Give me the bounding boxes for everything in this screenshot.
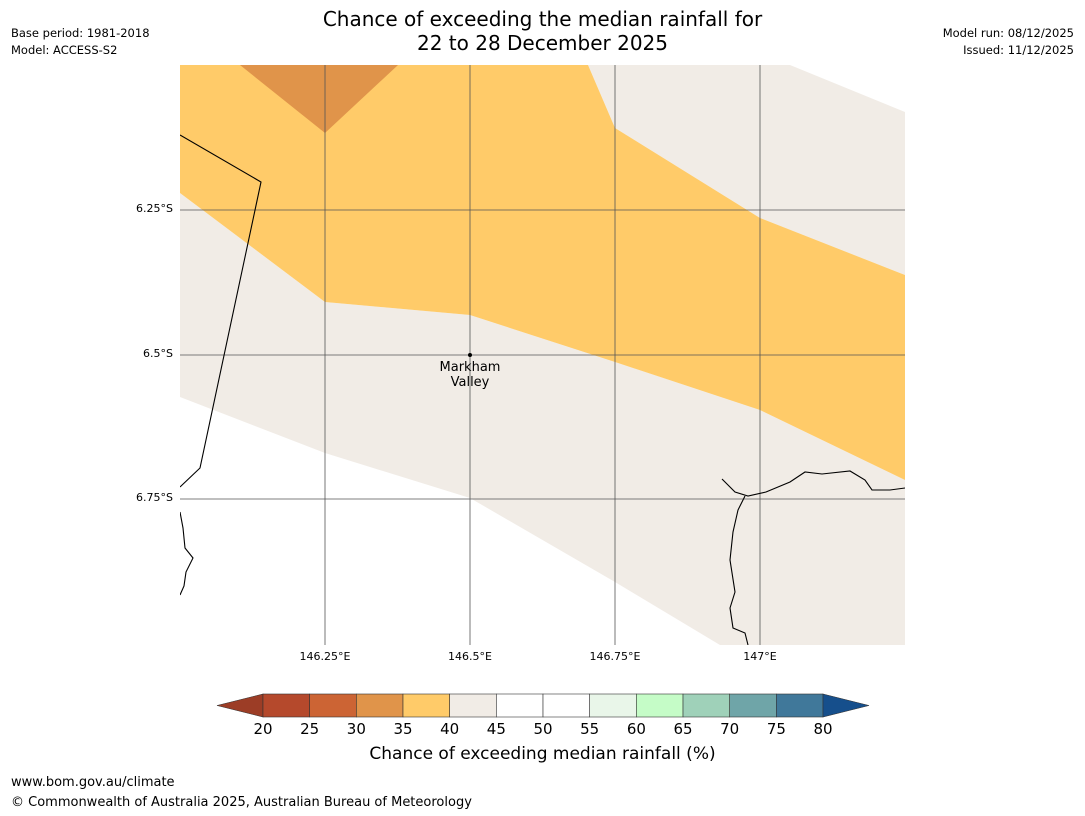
colorbar-tick-label: 60 [626, 720, 646, 738]
colorbar-tick-label: 20 [253, 720, 273, 738]
x-tick-146-75: 146.75°E [589, 650, 641, 663]
footer-copyright: © Commonwealth of Australia 2025, Austra… [11, 795, 472, 810]
place-label: Markham Valley [420, 360, 520, 390]
east-coast [721, 470, 905, 497]
footer-url[interactable]: www.bom.gov.au/climate [11, 775, 175, 790]
border-line [180, 134, 262, 488]
colorbar-segment [729, 693, 777, 718]
colorbar-segment [402, 693, 450, 718]
colorbar-tick-label: 40 [440, 720, 460, 738]
colorbar-low-arrow [216, 693, 264, 718]
colorbar-tick-label: 35 [393, 720, 413, 738]
model-run: Model run: 08/12/2025 [942, 26, 1074, 40]
colorbar-tick-label: 65 [673, 720, 693, 738]
colorbar-segment [309, 693, 357, 718]
river-line [729, 495, 749, 645]
colorbar-tick-label: 45 [486, 720, 506, 738]
colorbar-segment [682, 693, 730, 718]
colorbar-tick-label: 70 [720, 720, 740, 738]
band-30-35 [240, 65, 398, 133]
place-line-1: Markham [439, 360, 501, 375]
colorbar-tick-label: 50 [533, 720, 553, 738]
place-line-2: Valley [450, 375, 490, 390]
west-coast [180, 511, 194, 596]
map-area[interactable] [180, 65, 905, 645]
colorbar-segment [496, 693, 544, 718]
colorbar-segment [542, 693, 590, 718]
colorbar-segments [262, 693, 824, 718]
colorbar-title: Chance of exceeding median rainfall (%) [369, 744, 716, 764]
coastlines [180, 134, 905, 645]
colorbar-segment [449, 693, 497, 718]
model-name: Model: ACCESS-S2 [11, 43, 118, 57]
meta-left: Base period: 1981-2018 Model: ACCESS-S2 [11, 25, 150, 59]
colorbar-tick-label: 80 [813, 720, 833, 738]
colorbar-segment [262, 693, 310, 718]
x-tick-146-5: 146.5°E [448, 650, 492, 663]
y-tick-6-5: 6.5°S [143, 347, 173, 360]
colorbar-segment [776, 693, 824, 718]
colorbar [216, 693, 870, 718]
colorbar-high-arrow [822, 693, 870, 718]
meta-right: Model run: 08/12/2025 Issued: 11/12/2025 [943, 25, 1074, 59]
markham-valley-marker [468, 353, 472, 357]
colorbar-tick-label: 55 [580, 720, 600, 738]
map-title: Chance of exceeding the median rainfall … [0, 7, 1085, 55]
title-line-2: 22 to 28 December 2025 [416, 31, 668, 55]
base-period: Base period: 1981-2018 [11, 26, 150, 40]
colorbar-tick-label: 75 [766, 720, 786, 738]
title-line-1: Chance of exceeding the median rainfall … [322, 7, 763, 31]
colorbar-segment [356, 693, 404, 718]
y-tick-6-75: 6.75°S [136, 491, 173, 504]
gridlines [180, 65, 905, 645]
x-tick-146-25: 146.25°E [299, 650, 351, 663]
colorbar-tick-label: 25 [300, 720, 320, 738]
band-35-40 [180, 65, 905, 480]
y-tick-6-25: 6.25°S [136, 202, 173, 215]
colorbar-segment [636, 693, 684, 718]
colorbar-tick-label: 30 [346, 720, 366, 738]
colorbar-segment [589, 693, 637, 718]
x-tick-147: 147°E [743, 650, 777, 663]
issued-date: Issued: 11/12/2025 [963, 43, 1074, 57]
